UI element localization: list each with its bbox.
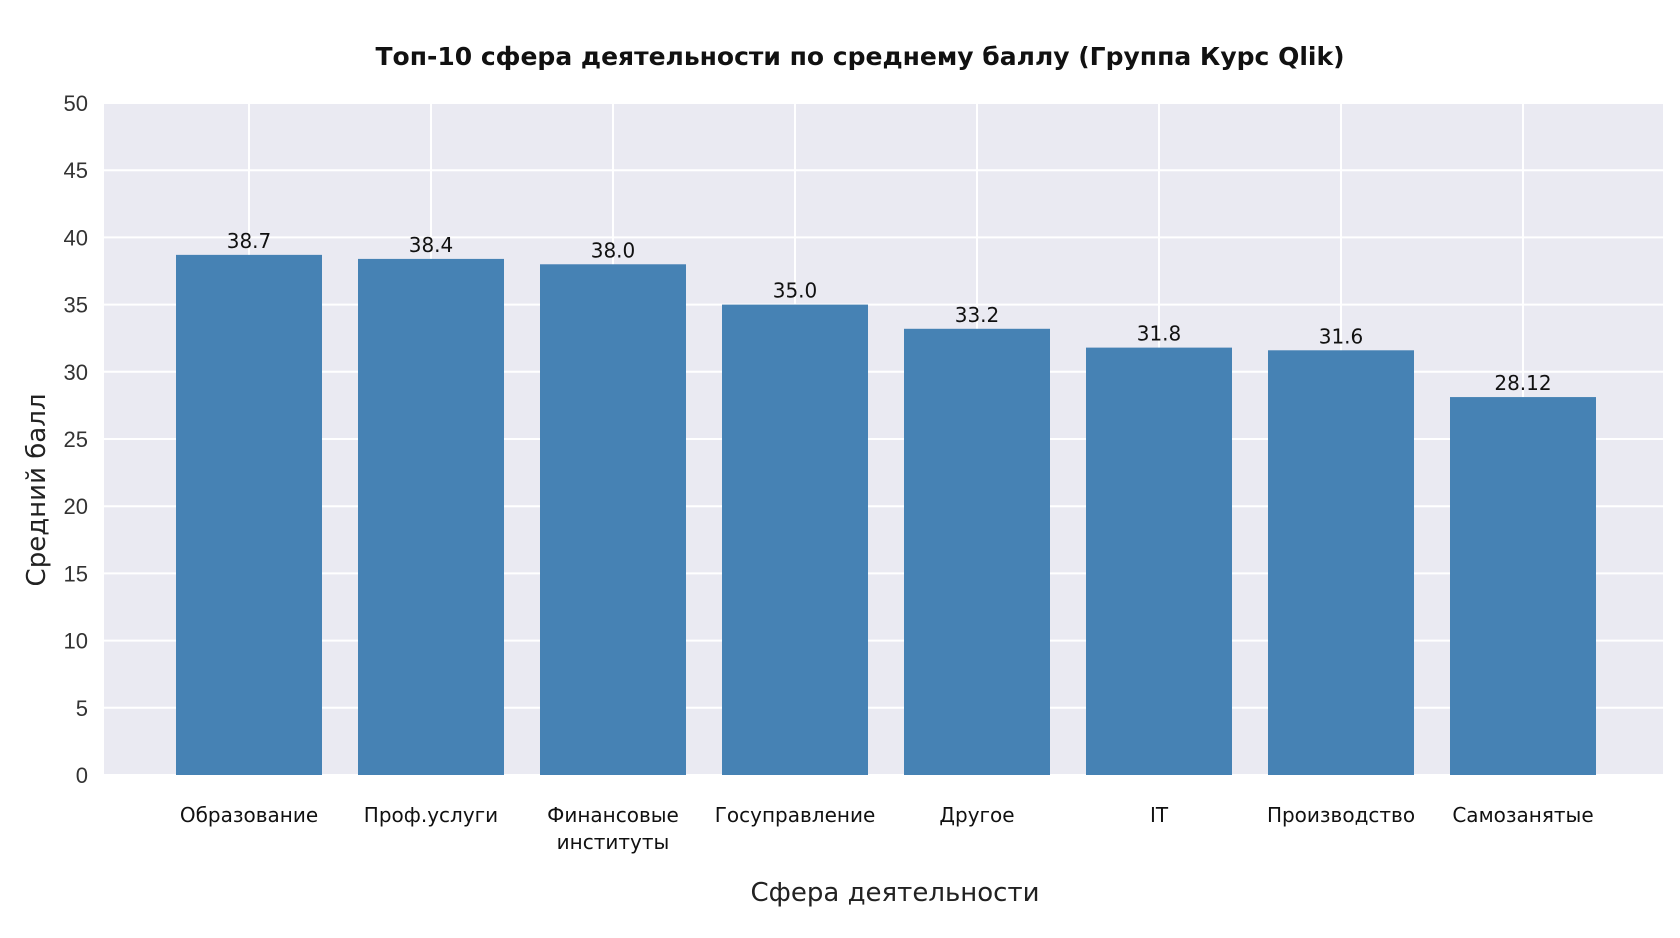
y-tick-label: 0: [76, 763, 88, 788]
y-tick-label: 25: [64, 427, 88, 452]
y-tick-label: 45: [64, 158, 88, 183]
data-label: 31.8: [1137, 322, 1182, 346]
bar: [722, 304, 868, 775]
y-tick-label: 40: [64, 225, 88, 250]
x-tick-label: Образование: [180, 803, 318, 827]
y-tick-label: 5: [76, 696, 88, 721]
bar: [358, 258, 504, 775]
bar: [1086, 347, 1232, 775]
bar: [176, 254, 322, 775]
y-tick-label: 35: [64, 293, 88, 318]
bar: [1268, 350, 1414, 775]
y-tick-label: 20: [64, 494, 88, 519]
y-tick-label: 50: [64, 91, 88, 116]
data-label: 38.4: [409, 233, 454, 257]
x-tick-label: Госуправление: [715, 803, 876, 827]
data-label: 33.2: [955, 303, 1000, 327]
data-label: 35.0: [773, 279, 818, 303]
x-axis-label: Сфера деятельности: [750, 878, 1039, 908]
x-tick-label: Производство: [1267, 803, 1415, 827]
data-label: 28.12: [1494, 371, 1551, 395]
bar: [904, 328, 1050, 775]
x-axis-ticks: Образование Проф.услуги Финансовые институт…: [180, 803, 1594, 854]
data-labels: 38.7 38.4 38.0 35.0 33.2 31.8 31.6 28.12: [227, 229, 1552, 395]
y-tick-label: 30: [64, 360, 88, 385]
x-tick-label: Другое: [939, 803, 1014, 827]
data-label: 31.6: [1319, 324, 1364, 348]
y-tick-label: 10: [64, 629, 88, 654]
data-label: 38.0: [591, 238, 636, 262]
y-axis-ticks: 0 5 10 15 20 25 30 35 40 45 50: [64, 91, 88, 788]
x-tick-label: Проф.услуги: [364, 803, 498, 827]
chart-title: Топ-10 сфера деятельности по среднему ба…: [375, 42, 1344, 71]
x-tick-label: Самозанятые: [1452, 803, 1593, 827]
bar: [540, 264, 686, 775]
y-tick-label: 15: [64, 561, 88, 586]
y-axis-label: Средний балл: [22, 394, 52, 587]
bars: [176, 254, 1596, 775]
data-label: 38.7: [227, 229, 272, 253]
bar: [1450, 397, 1596, 775]
x-tick-label: IT: [1150, 803, 1169, 827]
x-tick-label: Финансовые институты: [547, 803, 679, 854]
